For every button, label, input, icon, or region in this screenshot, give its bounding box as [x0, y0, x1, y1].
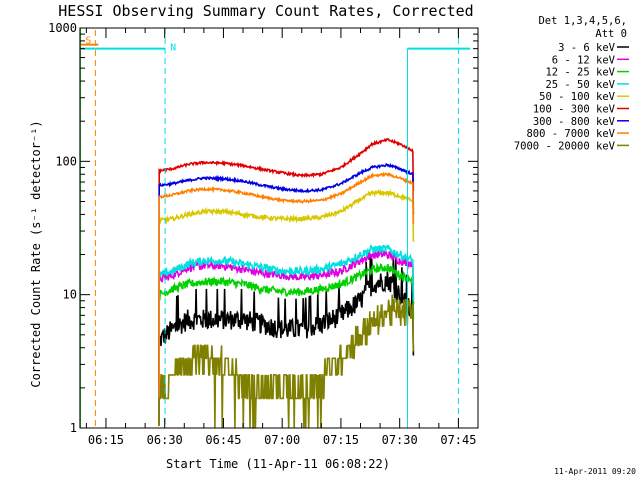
legend-header-line1: Det 1,3,4,5,6,: [538, 15, 627, 27]
axes: 1 10 100 1000 06:15 06:30 06:45 07:00 07:15 07:30…: [48, 21, 479, 447]
legend-entry-label: 7000 - 20000 keV: [514, 140, 616, 152]
x-tick-label: 07:00: [264, 433, 300, 447]
series-line: [158, 137, 415, 426]
series-7000-20000kev: [158, 294, 415, 429]
x-tick-label: 07:30: [382, 433, 418, 447]
x-tick-label: 06:45: [205, 433, 241, 447]
timestamp: 11-Apr-2011 09:20: [554, 467, 636, 476]
series-800-7000kev: [158, 171, 415, 426]
y-axis-label: Corrected Count Rate (s⁻¹ detector⁻¹): [29, 120, 43, 387]
legend-entry-label: 25 - 50 keV: [545, 79, 615, 91]
legend-entry-label: 12 - 25 keV: [545, 67, 615, 79]
legend-entry-label: 300 - 800 keV: [533, 116, 616, 128]
s-label: S: [85, 36, 91, 47]
series-100-300kev: [158, 137, 415, 426]
y-tick-label: 100: [55, 154, 77, 168]
y-tick-label: 10: [63, 288, 77, 302]
legend-entry-label: 3 - 6 keV: [558, 42, 616, 54]
x-axis-label: Start Time (11-Apr-11 06:08:22): [166, 457, 390, 471]
legend-entry-label: 50 - 100 keV: [539, 91, 616, 103]
chart-title: HESSI Observing Summary Count Rates, Cor…: [58, 2, 473, 20]
series-line: [158, 243, 415, 426]
legend-entry-label: 100 - 300 keV: [533, 104, 616, 116]
series-line: [158, 262, 415, 426]
series-line: [158, 188, 415, 426]
x-tick-label: 07:45: [440, 433, 476, 447]
plot-area: SN: [79, 28, 471, 429]
y-tick-label: 1000: [48, 21, 77, 35]
series-25-50kev: [158, 243, 415, 426]
legend-entry-label: 6 - 12 keV: [552, 54, 616, 66]
n-label: N: [170, 43, 176, 54]
series-line: [158, 254, 415, 426]
series-50-100kev: [158, 188, 415, 426]
series-6-12kev: [158, 248, 415, 426]
series-3-6kev: [158, 254, 415, 426]
legend-entry-label: 800 - 7000 keV: [526, 128, 615, 140]
y-tick-label: 1: [70, 421, 77, 435]
x-tick-label: 06:15: [88, 433, 124, 447]
series-300-800kev: [158, 162, 415, 426]
x-tick-label: 06:30: [147, 433, 183, 447]
x-tick-label: 07:15: [323, 433, 359, 447]
series-line: [158, 162, 415, 426]
plot-frame: [79, 27, 479, 429]
legend-header-line2: Att 0: [595, 28, 627, 40]
series-line: [158, 171, 415, 426]
series-line: [158, 248, 415, 426]
series-line: [158, 294, 415, 429]
